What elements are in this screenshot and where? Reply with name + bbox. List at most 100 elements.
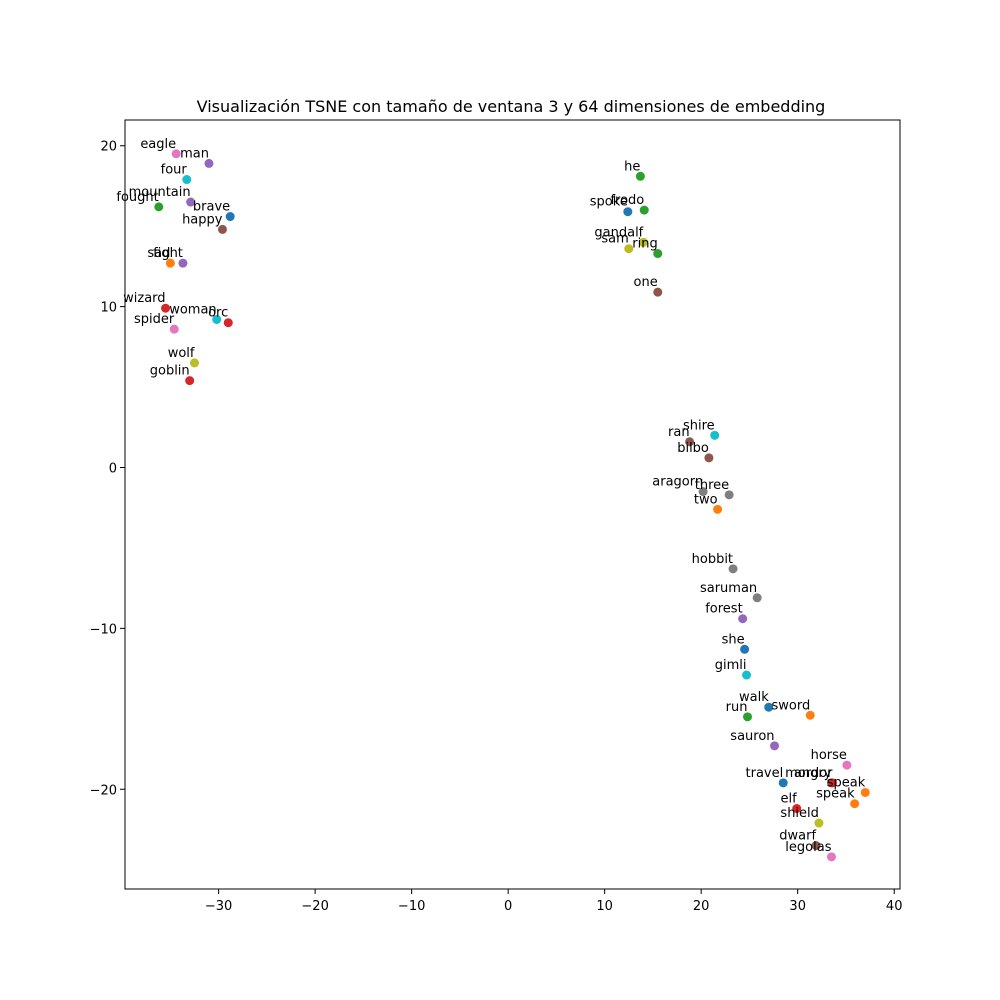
scatter-point: [710, 430, 720, 440]
scatter-point: [814, 818, 824, 828]
scatter-point: [778, 778, 788, 788]
labels-layer: eaglemanfourmountainfoughtbravehappysadf…: [116, 137, 865, 855]
scatter-point: [842, 760, 852, 770]
scatter-point: [770, 741, 780, 751]
point-label: fight: [153, 246, 183, 261]
x-tick-label: 20: [693, 899, 710, 914]
scatter-point: [204, 158, 214, 168]
scatter-point: [728, 564, 738, 574]
scatter-point: [860, 787, 870, 797]
scatter-point: [698, 487, 708, 497]
scatter-point: [225, 212, 235, 222]
point-label: frodo: [610, 193, 644, 208]
point-label: run: [726, 700, 748, 715]
x-tick-label: −30: [205, 899, 232, 914]
point-label: orc: [208, 306, 228, 321]
x-axis: −30 −20 −10 0 10 20 30 40: [205, 889, 903, 914]
point-label: shield: [780, 806, 819, 821]
point-label: happy: [182, 212, 223, 227]
y-tick-label: 10: [100, 301, 117, 316]
x-tick-label: −10: [398, 899, 425, 914]
point-label: forest: [705, 602, 742, 617]
scatter-point: [653, 249, 663, 259]
point-label: he: [624, 159, 640, 174]
point-label: shire: [683, 418, 715, 433]
point-label: wolf: [168, 346, 195, 361]
scatter-point: [186, 197, 196, 207]
scatter-point: [805, 710, 815, 720]
x-tick-label: 0: [504, 899, 512, 914]
scatter-point: [639, 205, 649, 215]
point-label: legolas: [785, 840, 831, 855]
scatter-point: [713, 504, 723, 514]
point-label: dwarf: [779, 829, 816, 844]
points-layer: [154, 149, 870, 862]
scatter-point: [653, 287, 663, 297]
scatter-point: [811, 841, 821, 851]
scatter-point: [154, 202, 164, 212]
point-label: eagle: [140, 137, 176, 152]
point-label: four: [161, 163, 188, 178]
point-label: speak: [827, 775, 866, 790]
scatter-point: [724, 490, 734, 500]
scatter-point: [623, 207, 633, 217]
point-label: two: [694, 492, 718, 507]
point-label: hobbit: [692, 552, 733, 567]
point-label: man: [180, 146, 209, 161]
y-axis: −20 −10 0 10 20: [90, 140, 125, 798]
point-label: one: [634, 275, 658, 290]
scatter-point: [635, 171, 645, 181]
point-label: ring: [632, 237, 657, 252]
point-label: brave: [193, 200, 230, 215]
point-label: fought: [116, 190, 158, 205]
point-label: speak: [816, 787, 855, 802]
scatter-point: [685, 437, 695, 447]
point-label: goblin: [150, 364, 190, 379]
chart-title: Visualización TSNE con tamaño de ventana…: [197, 97, 826, 116]
point-label: sword: [772, 698, 811, 713]
x-tick-label: 30: [789, 899, 806, 914]
point-label: elf: [781, 792, 798, 807]
scatter-point: [171, 149, 181, 159]
plot-frame: [124, 119, 901, 890]
point-label: gandalf: [594, 225, 643, 240]
scatter-point: [182, 175, 192, 185]
scatter-point: [169, 324, 179, 334]
scatter-point: [704, 453, 714, 463]
scatter-point: [624, 244, 634, 254]
scatter-point: [161, 303, 171, 313]
point-label: walk: [739, 690, 769, 705]
point-label: sam: [601, 232, 628, 247]
scatter-point: [827, 778, 837, 788]
scatter-point: [223, 318, 233, 328]
scatter-point: [178, 258, 188, 268]
point-label: spider: [134, 312, 175, 327]
point-label: wizard: [123, 291, 165, 306]
scatter-point: [638, 237, 648, 247]
x-tick-label: 40: [886, 899, 903, 914]
scatter-point: [850, 799, 860, 809]
scatter-point: [165, 258, 175, 268]
scatter-point: [738, 614, 748, 624]
scatter-point: [740, 644, 750, 654]
point-label: angry: [794, 766, 832, 781]
point-label: saruman: [700, 581, 757, 596]
y-tick-label: −20: [90, 783, 117, 798]
scatter-point: [743, 712, 753, 722]
point-label: sad: [147, 246, 170, 261]
y-tick-label: 20: [100, 140, 117, 155]
y-tick-label: −10: [90, 622, 117, 637]
point-label: horse: [811, 748, 847, 763]
scatter-point: [742, 670, 752, 680]
y-tick-label: 0: [109, 461, 117, 476]
scatter-point: [792, 804, 802, 814]
point-label: travel: [746, 766, 784, 781]
point-label: three: [695, 478, 729, 493]
scatter-point: [826, 852, 836, 862]
point-label: bilbo: [677, 441, 709, 456]
scatter-point: [217, 224, 227, 234]
scatter-point: [764, 702, 774, 712]
point-label: gimli: [715, 658, 747, 673]
